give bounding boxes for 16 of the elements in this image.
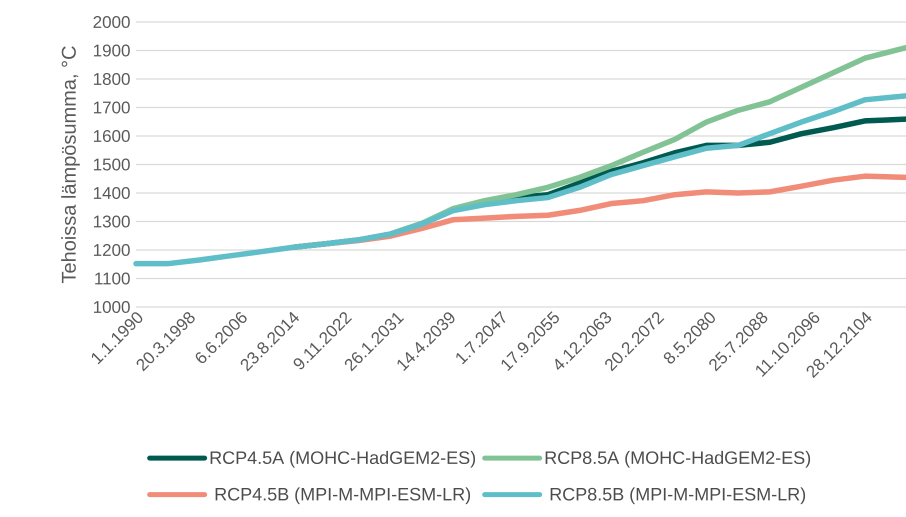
y-tick-label: 1100 (95, 272, 130, 285)
legend-label: RCP8.5A (MOHC-HadGEM2-ES) (546, 450, 810, 468)
y-tick-label: 2000 (94, 16, 130, 28)
y-tick-label: 1300 (94, 215, 130, 228)
y-tick-label: 1500 (94, 158, 130, 171)
y-tick-label: 1200 (94, 244, 130, 256)
y-tick-label: 1800 (94, 72, 130, 86)
y-tick-label: 1000 (94, 300, 130, 314)
y-tick-label: 1700 (94, 101, 130, 114)
y-tick-label: 1400 (94, 186, 130, 200)
y-tick-label: 1900 (94, 44, 130, 57)
legend-label: RCP4.5A (MOHC-HadGEM2-ES) (210, 450, 476, 468)
legend-label: RCP4.5B (MPI-M-MPI-ESM-LR) (216, 487, 470, 504)
y-axis-title: Tehoissa lämpösumma, °C (61, 46, 80, 284)
legend-label: RCP8.5B (MPI-M-MPI-ESM-LR) (550, 487, 806, 504)
y-tick-label: 1600 (94, 130, 130, 142)
